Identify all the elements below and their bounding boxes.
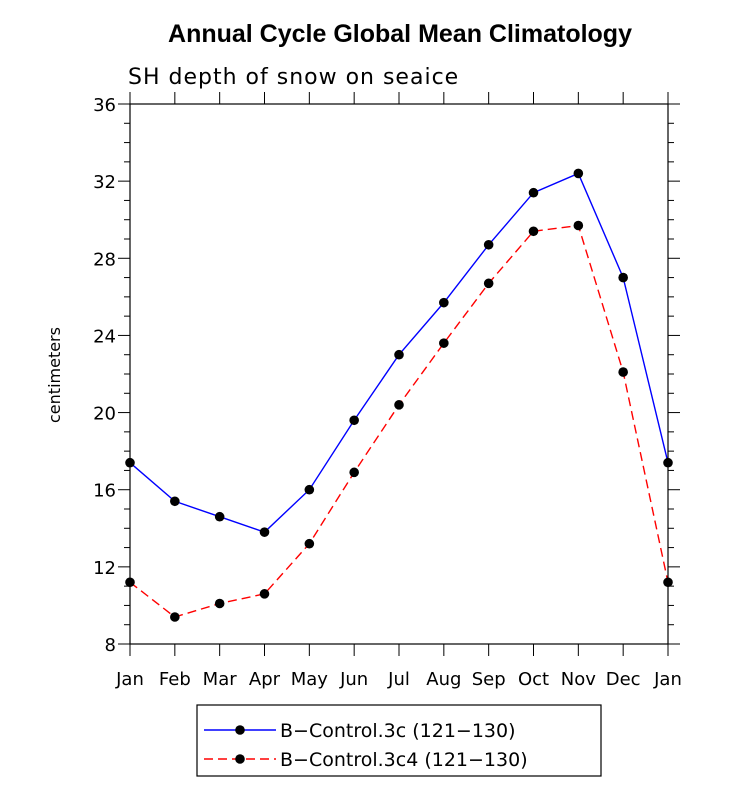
series-2-point [618, 367, 628, 377]
x-tick-label: Jan [115, 669, 144, 690]
legend-label-1: B−Control.3c (121−130) [280, 720, 516, 742]
x-tick-label: Feb [159, 669, 191, 690]
series-1-point [528, 187, 539, 198]
series-2-point [349, 467, 359, 478]
series-2-point [394, 400, 404, 410]
series-2-point [439, 338, 449, 348]
y-tick-label: 20 [93, 404, 116, 425]
y-tick-label: 32 [93, 172, 116, 193]
y-axis-label: centimeters [45, 327, 64, 423]
x-tick-label: Aug [426, 669, 461, 690]
x-tick-label: Jan [653, 669, 682, 690]
series-2-point [304, 538, 315, 549]
legend-marker-2 [235, 754, 245, 764]
x-tick-label: Nov [561, 669, 596, 690]
x-tick-label: Apr [249, 669, 281, 690]
series-1-point [259, 527, 270, 537]
series-2-point [170, 612, 180, 622]
series-1-point [573, 168, 584, 179]
x-tick-label: Oct [518, 669, 549, 690]
legend: B−Control.3c (121−130) B−Control.3c4 (121… [196, 704, 602, 777]
series-layer [125, 168, 673, 622]
x-tick-label: Jul [387, 669, 410, 690]
series-1-point [439, 297, 449, 308]
series-1-point [214, 511, 225, 522]
y-tick-label: 28 [93, 249, 116, 270]
axis-ticks: 8 12 16 20 24 28 32 36 Jan Feb Mar Apr May Jun Jul Aug S… [93, 92, 682, 690]
series-1-point [483, 239, 494, 250]
series-2-point [528, 226, 539, 237]
series-2-point [483, 278, 494, 289]
legend-marker-1 [235, 725, 245, 735]
y-tick-label: 36 [93, 95, 116, 116]
x-tick-label: Mar [203, 669, 238, 690]
legend-box [196, 704, 602, 777]
series-1-point [349, 415, 359, 426]
x-tick-label: May [291, 669, 329, 690]
series-1-point [618, 272, 628, 283]
x-tick-label: Sep [472, 669, 506, 690]
series-2-point [214, 598, 225, 609]
y-tick-label: 24 [93, 326, 116, 347]
series-2-point [259, 589, 270, 599]
plot-frame [129, 103, 669, 645]
y-tick-label: 12 [93, 558, 116, 579]
series-1-point [170, 496, 180, 507]
x-tick-label: Jun [339, 669, 368, 690]
x-tick-label: Dec [606, 669, 641, 690]
series-1-point [304, 484, 315, 495]
series-line-2 [129, 224, 669, 618]
y-tick-label: 8 [105, 635, 116, 656]
y-tick-label: 16 [93, 481, 116, 502]
legend-label-2: B−Control.3c4 (121−130) [280, 749, 528, 771]
chart-title: Annual Cycle Global Mean Climatology [168, 20, 632, 48]
series-2-point [573, 220, 584, 231]
chart-subtitle: SH depth of snow on seaice [128, 65, 459, 90]
series-1-point [394, 349, 404, 360]
